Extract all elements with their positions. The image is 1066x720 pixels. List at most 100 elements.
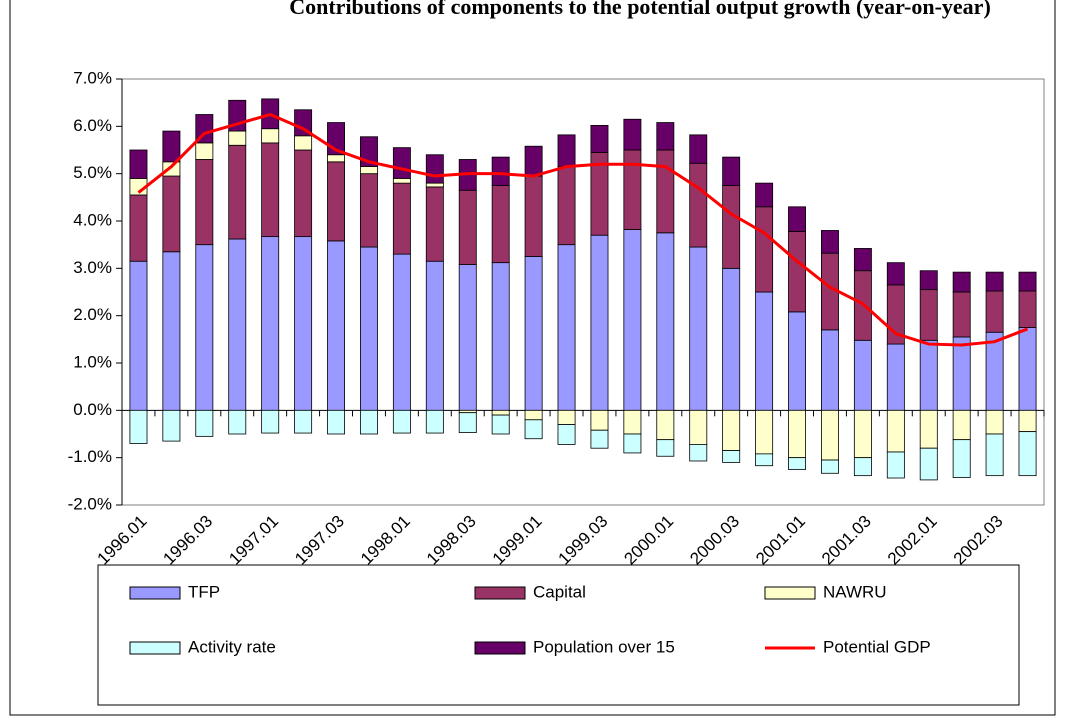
bar-segment [195, 244, 214, 411]
bar-segment [919, 409, 938, 449]
bar-segment [623, 229, 642, 411]
bar-segment [458, 412, 477, 433]
bar-segment [458, 264, 477, 411]
y-tick-label: 0.0% [73, 400, 112, 419]
bar-segment [952, 291, 971, 338]
bar-segment [656, 439, 675, 457]
bar-segment [557, 166, 576, 246]
bar-segment [195, 159, 214, 246]
y-tick-label: -2.0% [68, 494, 112, 513]
bar-segment [689, 444, 708, 462]
bar-segment [656, 149, 675, 234]
bar-segment [656, 232, 675, 411]
bar-segment [392, 177, 411, 184]
bar-segment [788, 311, 806, 411]
bar-segment [919, 270, 938, 291]
bar-segment [261, 128, 280, 144]
bar-segment [1018, 271, 1037, 292]
bar-segment [689, 162, 708, 248]
bar-segment [656, 409, 675, 441]
bar-segment [195, 409, 214, 437]
bar-segment [590, 234, 609, 411]
bar-segment [360, 173, 378, 248]
legend-swatch [129, 641, 181, 655]
bar-segment [392, 147, 411, 179]
bar-segment [261, 142, 280, 238]
bar-segment [985, 409, 1004, 435]
bar-segment [557, 134, 576, 167]
bar-segment [524, 409, 543, 421]
bar-segment [590, 124, 609, 153]
bar-segment [458, 189, 477, 265]
bar-segment [195, 142, 214, 160]
bar-segment [294, 409, 313, 434]
bar-segment [722, 267, 741, 411]
bar-segment [491, 409, 510, 416]
bar-segment [327, 409, 345, 435]
bar-segment [1018, 409, 1037, 433]
bar-segment [524, 145, 543, 177]
y-tick-label: 5.0% [73, 163, 112, 182]
bar-segment [722, 185, 741, 269]
bar-segment [886, 262, 905, 286]
bar-segment [952, 271, 971, 293]
legend-label: NAWRU [823, 582, 887, 601]
bar-segment [886, 343, 905, 411]
bar-segment [392, 409, 411, 434]
legend-label: Population over 15 [533, 637, 675, 656]
y-tick-label: 6.0% [73, 116, 112, 135]
bar-segment [722, 450, 741, 463]
bar-segment [228, 409, 247, 435]
bar-segment [985, 433, 1004, 477]
bar-segment [821, 409, 839, 461]
bar-segment [853, 457, 872, 477]
bar-segment [228, 144, 247, 240]
bar-segment [228, 238, 247, 411]
bar-segment [722, 156, 741, 186]
bar-segment [1018, 327, 1037, 411]
bar-segment [755, 453, 774, 467]
legend-swatch [764, 586, 816, 600]
legend-label: TFP [188, 582, 220, 601]
bar-segment [853, 248, 872, 272]
bar-segment [919, 289, 938, 341]
bar-segment [491, 156, 510, 186]
bar-segment [162, 161, 181, 177]
bar-segment [1018, 431, 1037, 477]
bar-segment [623, 149, 642, 230]
bar-segment [722, 409, 741, 451]
bar-segment [360, 246, 378, 411]
legend-swatch [129, 586, 181, 600]
bar-segment [886, 451, 905, 479]
legend-box [97, 564, 1020, 706]
bar-segment [590, 409, 609, 431]
bar-segment [557, 409, 576, 425]
y-tick-label: 7.0% [73, 68, 112, 87]
bar-segment [557, 244, 576, 411]
bar-segment [985, 271, 1004, 292]
bar-segment [919, 339, 938, 411]
bar-segment [623, 118, 642, 151]
bar-segment [425, 186, 444, 262]
bar-segment [327, 240, 345, 411]
legend-swatch [474, 641, 526, 655]
bar-segment [129, 149, 148, 179]
bar-segment [952, 439, 971, 478]
bar-segment [524, 256, 543, 411]
bar-segment [590, 429, 609, 449]
bar-segment [952, 336, 971, 411]
bar-segment [129, 409, 148, 444]
bar-segment [491, 185, 510, 264]
bar-segment [656, 122, 675, 151]
bar-segment [821, 459, 839, 474]
bar-segment [755, 206, 774, 293]
bar-segment [129, 260, 148, 411]
bar-segment [162, 130, 181, 163]
legend-label: Potential GDP [823, 637, 931, 656]
bar-segment [755, 182, 774, 208]
bar-segment [623, 433, 642, 454]
bar-segment [392, 182, 411, 255]
bar-segment [129, 194, 148, 262]
